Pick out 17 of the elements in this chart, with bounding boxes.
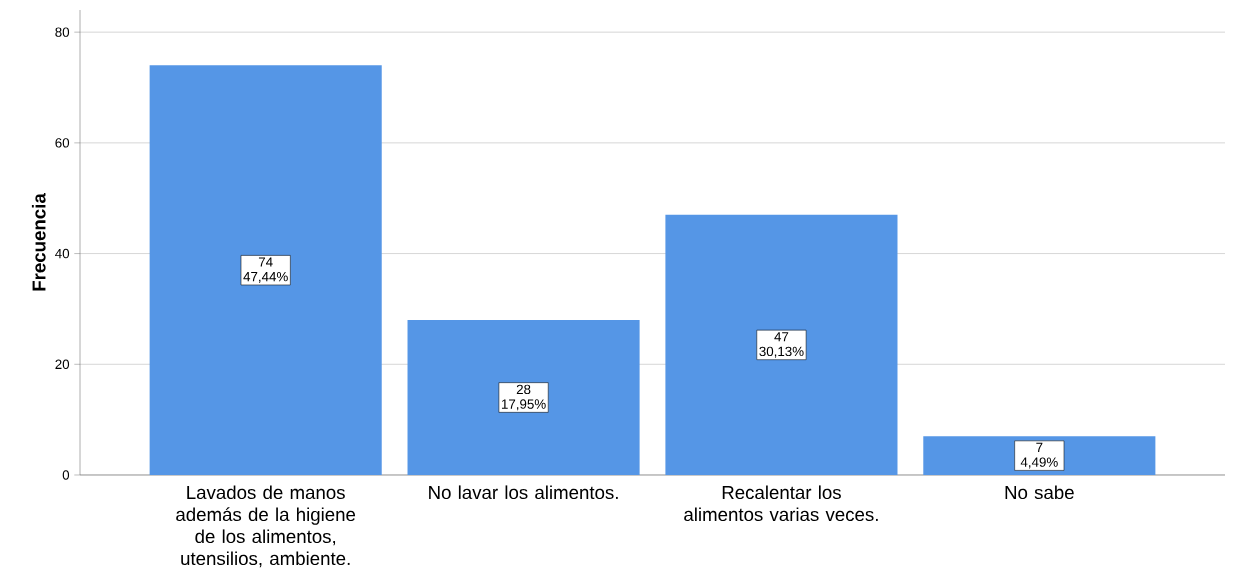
data-label: 47 30,13% [759, 332, 804, 358]
x-tick-label: No lavar los alimentos. [429, 485, 618, 500]
x-tick-label: Recalentar los alimentos varias veces. [684, 485, 878, 522]
bar [149, 65, 382, 475]
y-tick-label: 20 [55, 359, 70, 369]
y-tick-label: 40 [55, 248, 70, 259]
data-label: 7 4,49% [1020, 442, 1058, 469]
y-tick-label: 60 [55, 138, 70, 148]
data-label: 74 47,44% [243, 257, 288, 283]
bar [407, 320, 640, 475]
data-label: 28 17,95% [501, 384, 546, 411]
y-axis-title: Frecuencia [31, 193, 46, 291]
y-tick-label: 0 [62, 470, 70, 480]
x-tick-label: Lavados de manos además de la higiene de los alimentos, utensilios, ambiente. [176, 485, 356, 568]
bar [665, 214, 898, 475]
x-tick-label: No sabe [1005, 485, 1074, 500]
y-tick-label: 80 [55, 27, 70, 37]
